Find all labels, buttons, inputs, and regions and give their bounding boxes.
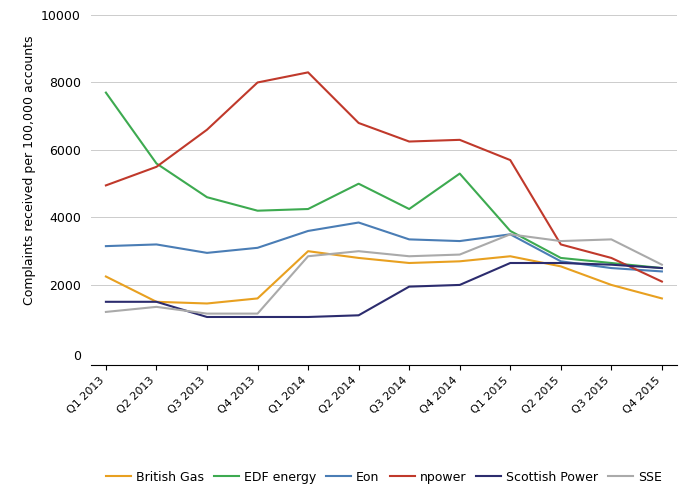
Scottish Power (152, 299, 161, 305)
Scottish Power (658, 265, 666, 271)
SSE (102, 309, 110, 315)
npower (355, 120, 363, 126)
Scottish Power (405, 284, 413, 290)
Eon (658, 268, 666, 274)
Eon (456, 238, 464, 244)
Scottish Power (456, 282, 464, 288)
npower (102, 182, 110, 188)
British Gas (607, 282, 616, 288)
Scottish Power (304, 314, 312, 320)
Eon (355, 220, 363, 226)
npower (203, 126, 211, 132)
npower (456, 137, 464, 143)
EDF energy (355, 180, 363, 186)
SSE (203, 310, 211, 316)
Eon (405, 236, 413, 242)
EDF energy (658, 265, 666, 271)
Scottish Power (506, 260, 514, 266)
Eon (152, 242, 161, 248)
npower (556, 242, 565, 248)
npower (152, 164, 161, 170)
Line: Scottish Power: Scottish Power (106, 263, 662, 317)
EDF energy (102, 90, 110, 96)
EDF energy (203, 194, 211, 200)
EDF energy (304, 206, 312, 212)
npower (304, 70, 312, 75)
Line: British Gas: British Gas (106, 251, 662, 304)
SSE (506, 232, 514, 237)
British Gas (152, 299, 161, 305)
British Gas (556, 264, 565, 270)
Scottish Power (556, 260, 565, 266)
Eon (253, 245, 262, 251)
EDF energy (607, 260, 616, 266)
Eon (203, 250, 211, 256)
Line: SSE: SSE (106, 234, 662, 314)
EDF energy (405, 206, 413, 212)
SSE (556, 238, 565, 244)
Eon (102, 243, 110, 249)
npower (253, 80, 262, 86)
SSE (658, 262, 666, 268)
Eon (607, 265, 616, 271)
SSE (304, 254, 312, 260)
Scottish Power (355, 312, 363, 318)
npower (658, 278, 666, 284)
British Gas (506, 254, 514, 260)
British Gas (405, 260, 413, 266)
SSE (253, 310, 262, 316)
British Gas (102, 274, 110, 280)
Legend: British Gas, EDF energy, Eon, npower, Scottish Power, SSE: British Gas, EDF energy, Eon, npower, Sc… (101, 466, 667, 489)
EDF energy (253, 208, 262, 214)
Scottish Power (203, 314, 211, 320)
British Gas (304, 248, 312, 254)
EDF energy (456, 170, 464, 176)
Scottish Power (607, 262, 616, 268)
Y-axis label: Complaints received per 100,000 accounts: Complaints received per 100,000 accounts (22, 36, 36, 305)
SSE (607, 236, 616, 242)
SSE (405, 254, 413, 260)
Line: npower: npower (106, 72, 662, 282)
British Gas (253, 296, 262, 302)
British Gas (355, 255, 363, 261)
npower (607, 255, 616, 261)
SSE (355, 248, 363, 254)
Eon (506, 232, 514, 237)
EDF energy (556, 255, 565, 261)
npower (405, 138, 413, 144)
Eon (304, 228, 312, 234)
SSE (456, 252, 464, 258)
SSE (152, 304, 161, 310)
EDF energy (506, 228, 514, 234)
npower (506, 157, 514, 163)
Scottish Power (253, 314, 262, 320)
Scottish Power (102, 299, 110, 305)
British Gas (203, 300, 211, 306)
Line: Eon: Eon (106, 222, 662, 272)
British Gas (456, 258, 464, 264)
British Gas (658, 296, 666, 302)
Line: EDF energy: EDF energy (106, 92, 662, 268)
EDF energy (152, 160, 161, 166)
Eon (556, 258, 565, 264)
